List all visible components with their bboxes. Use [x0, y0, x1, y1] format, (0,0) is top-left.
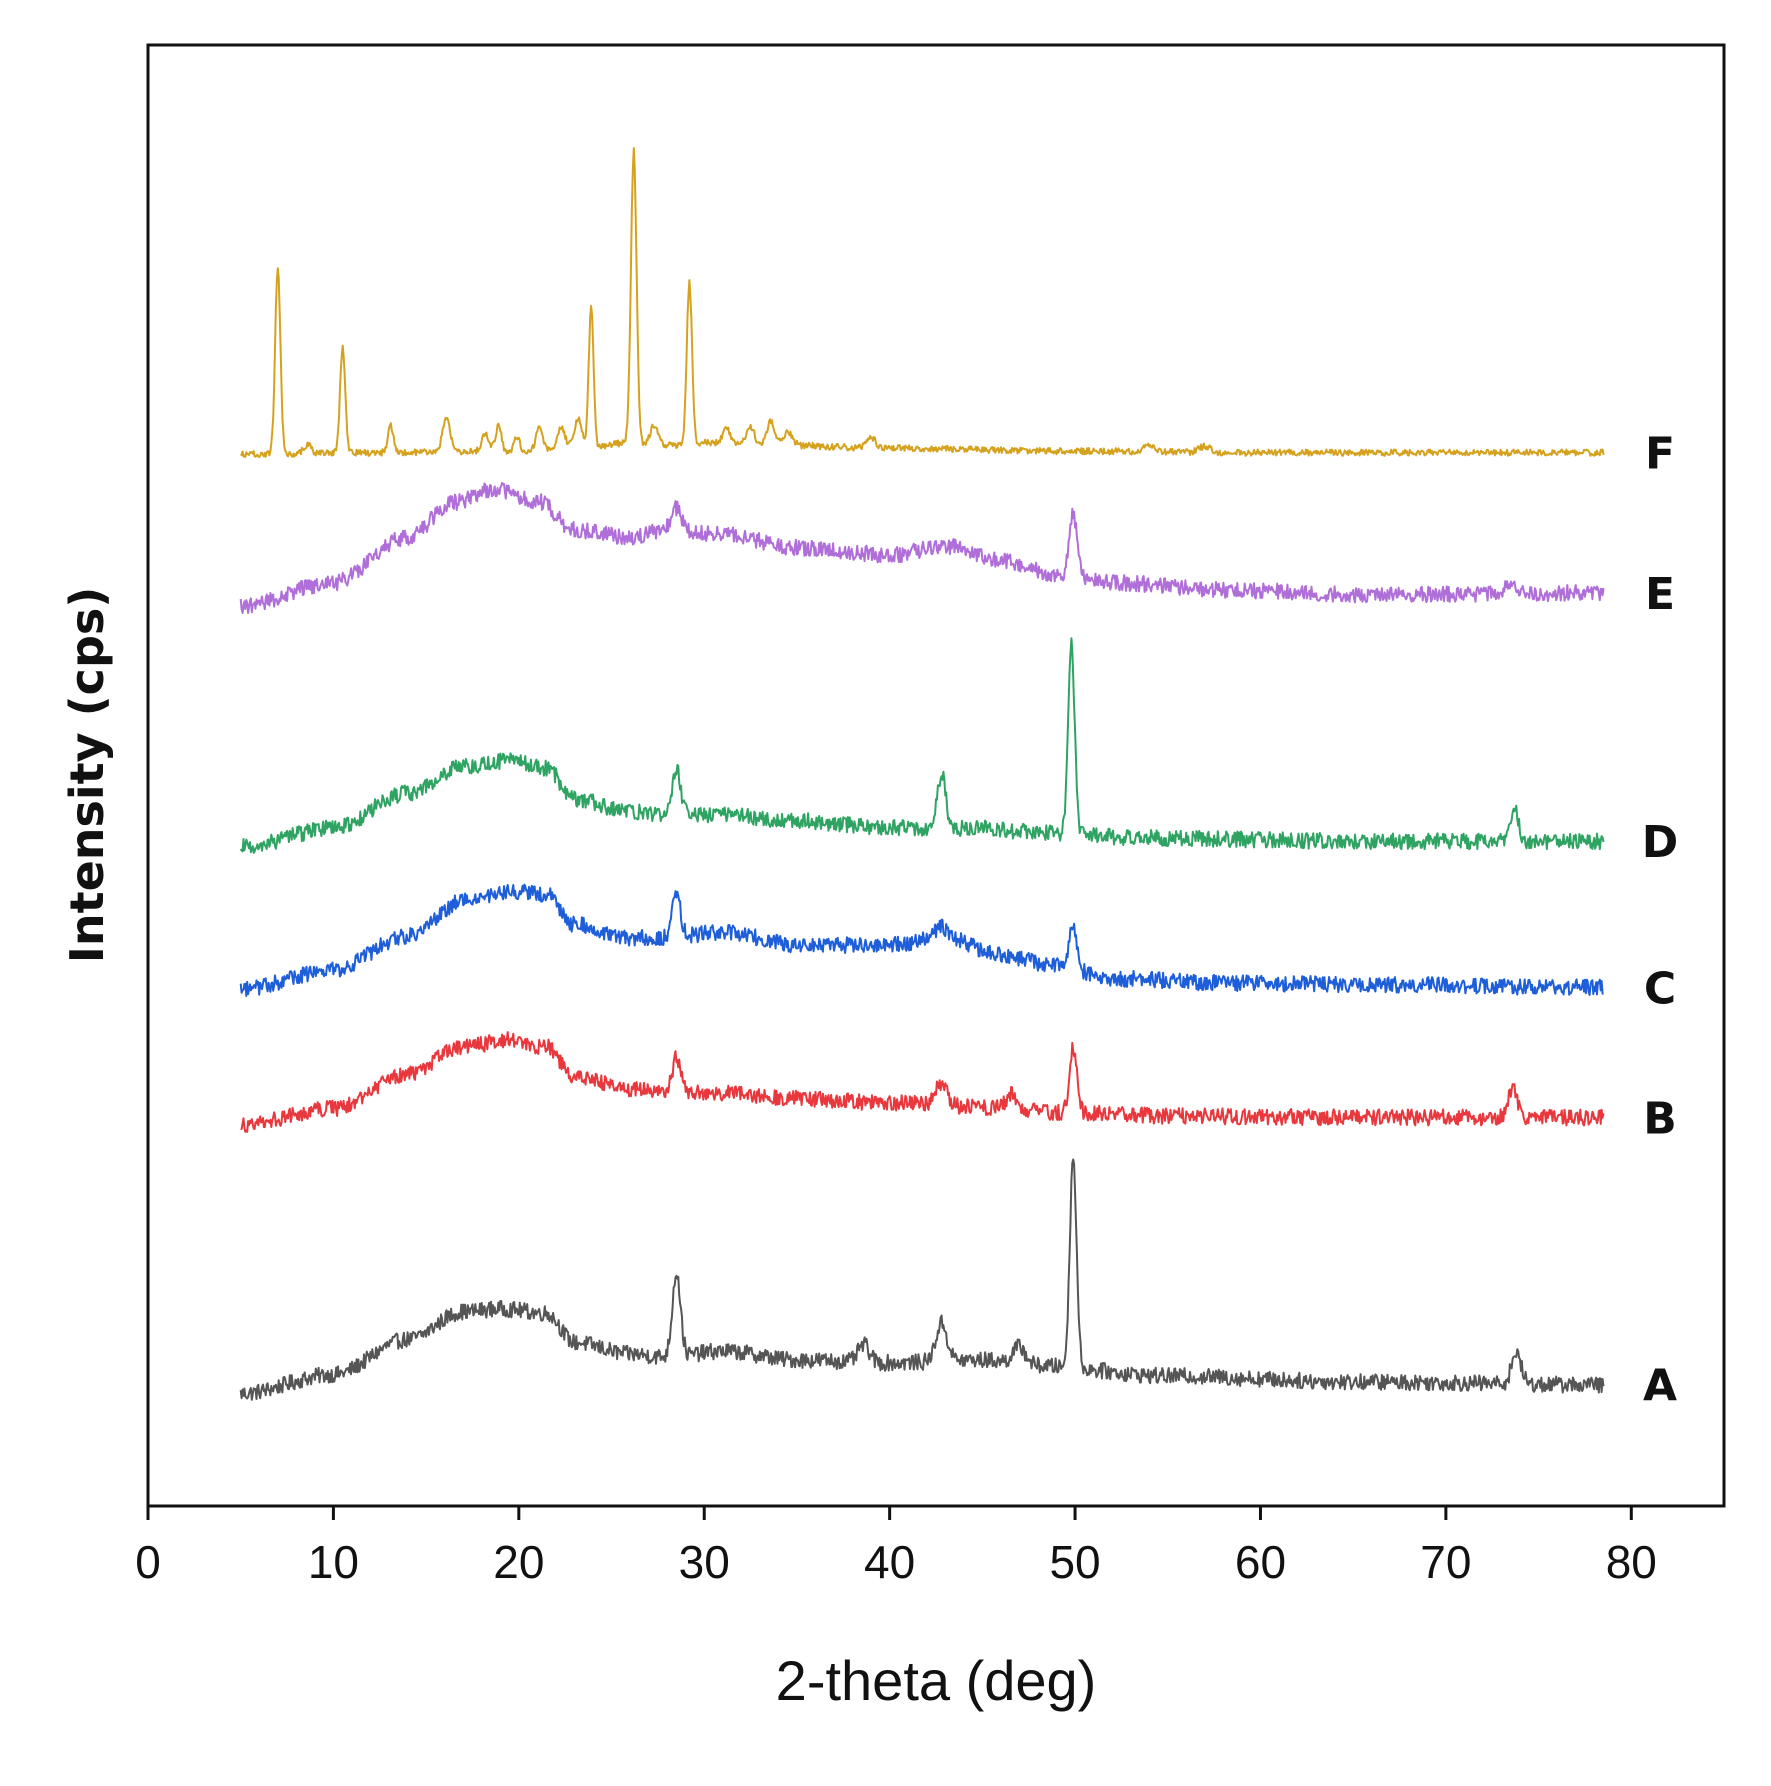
x-axis-ticks: 0 10 20 30 40 50 60 70 80	[135, 1506, 1657, 1588]
series-line-a	[239, 1158, 1605, 1401]
x-tick-label: 50	[1049, 1536, 1100, 1588]
x-tick-label: 0	[135, 1536, 161, 1588]
series-line-c	[239, 883, 1604, 997]
x-axis-title: 2-theta (deg)	[776, 1649, 1097, 1712]
series-line-d	[239, 637, 1605, 854]
x-tick-label: 80	[1606, 1536, 1657, 1588]
series-label-a: A	[1643, 1361, 1677, 1412]
x-tick-label: 20	[493, 1536, 544, 1588]
x-tick-label: 60	[1235, 1536, 1286, 1588]
series-line-f	[239, 147, 1605, 459]
y-axis-title: Intensity (cps)	[60, 587, 114, 964]
series-label-c: C	[1644, 963, 1676, 1014]
x-tick-label: 10	[308, 1536, 359, 1588]
series-label-b: B	[1643, 1093, 1677, 1144]
x-tick-label: 30	[679, 1536, 730, 1588]
series-label-layer: A B C D E F	[1642, 429, 1679, 1412]
series-line-b	[240, 1031, 1605, 1133]
series-label-d: D	[1642, 817, 1679, 868]
plot-frame	[146, 43, 1726, 1508]
series-layer	[239, 147, 1605, 1401]
series-line-e	[239, 481, 1605, 614]
series-label-f: F	[1645, 429, 1675, 480]
x-tick-label: 40	[864, 1536, 915, 1588]
x-tick-label: 70	[1420, 1536, 1471, 1588]
series-label-e: E	[1645, 569, 1675, 620]
